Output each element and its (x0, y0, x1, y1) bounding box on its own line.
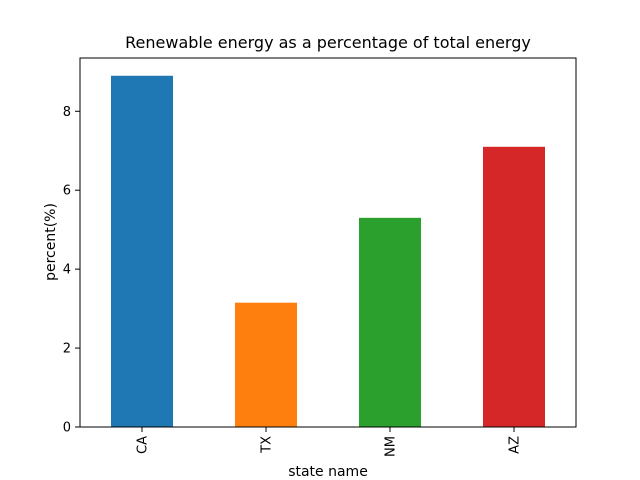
x-axis: CA TX NM AZ (136, 427, 523, 457)
y-axis: 0 2 4 6 8 (63, 105, 80, 436)
y-tick-label: 2 (63, 342, 71, 357)
y-tick-label: 0 (63, 421, 71, 436)
bar-az (483, 146, 545, 427)
chart-title: Renewable energy as a percentage of tota… (125, 33, 531, 52)
bar-ca (111, 75, 173, 427)
x-axis-label: state name (288, 464, 368, 480)
x-tick-label-tx: TX (260, 436, 275, 454)
y-tick-label: 4 (63, 263, 71, 278)
x-tick-label-az: AZ (508, 436, 523, 454)
y-tick-label: 8 (63, 105, 71, 120)
bar-nm (359, 217, 421, 427)
x-tick-label-ca: CA (136, 436, 151, 454)
bar-tx (235, 302, 297, 427)
y-axis-label: percent(%) (43, 203, 59, 281)
plot-frame (79, 57, 577, 428)
bars-group (111, 75, 545, 427)
x-tick-label-nm: NM (384, 436, 399, 457)
y-tick-label: 6 (63, 184, 71, 199)
